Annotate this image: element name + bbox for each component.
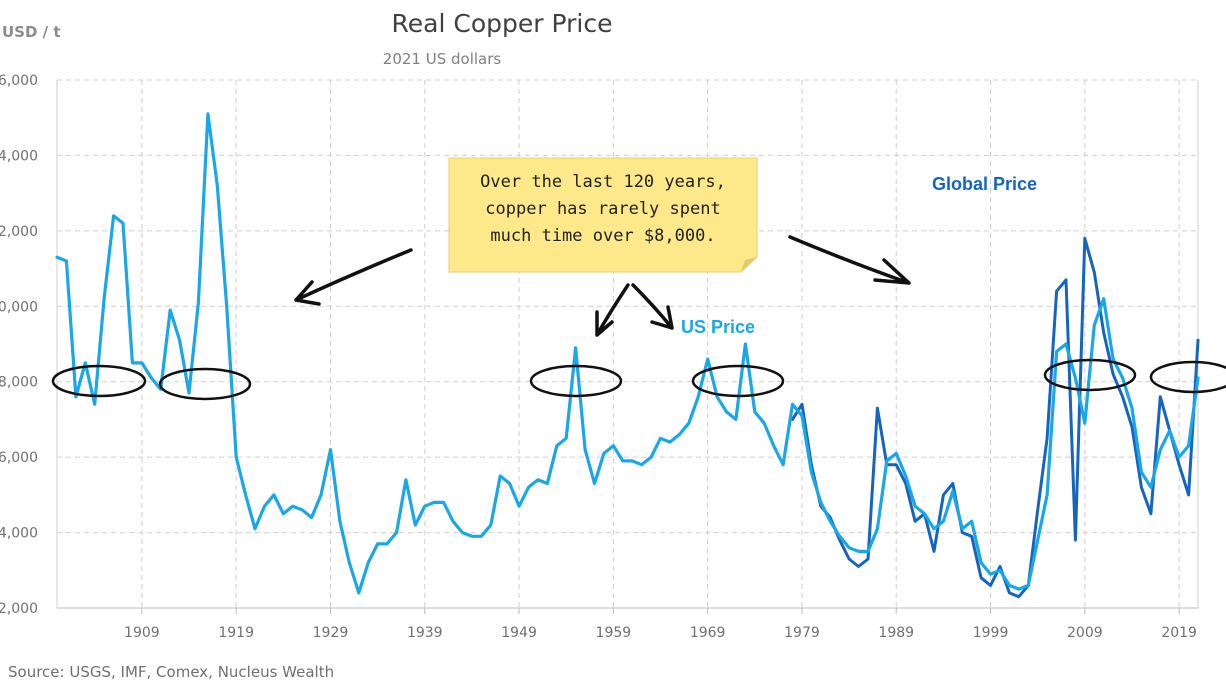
y-axis-unit: USD / t	[2, 23, 61, 41]
y-tick-label: 14,000	[0, 148, 38, 164]
y-tick-label: 4,000	[0, 526, 38, 542]
x-tick-label: 1939	[407, 625, 443, 641]
y-tick-label: 2,000	[0, 601, 38, 617]
series-label-us: US Price	[681, 317, 755, 337]
arrow-left	[294, 248, 413, 306]
note-line: much time over $8,000.	[490, 226, 715, 246]
chart-subtitle: 2021 US dollars	[383, 50, 502, 68]
sticky-note: Over the last 120 years, copper has rare…	[448, 157, 758, 273]
arrow-down-right	[631, 283, 674, 330]
global-price-line	[791, 236, 1200, 599]
note-line: Over the last 120 years,	[480, 172, 726, 192]
y-tick-label: 16,000	[0, 73, 38, 89]
x-tick-label: 1959	[596, 625, 632, 641]
highlight-circle	[158, 367, 252, 401]
highlight-circle	[529, 364, 623, 398]
x-tick-label: 1999	[973, 625, 1009, 641]
y-tick-label: 12,000	[0, 224, 38, 240]
y-tick-label: 10,000	[0, 299, 38, 315]
grid	[56, 79, 1199, 614]
y-axis-ticks: 2,000 4,000 6,000 8,000 10,000 12,000 14,000 16…	[0, 73, 38, 617]
x-tick-label: 1909	[124, 625, 160, 641]
series-label-global: Global Price	[932, 174, 1037, 194]
arrow-right	[788, 235, 911, 285]
highlight-circle	[1149, 360, 1226, 394]
note-line: copper has rarely spent	[485, 199, 720, 219]
x-tick-label: 1949	[501, 625, 537, 641]
x-tick-label: 2009	[1067, 625, 1103, 641]
x-tick-label: 1929	[313, 625, 349, 641]
x-axis-ticks: 1909 1919 1929 1939 1949 1959 1969 1979 1989 1999…	[124, 625, 1197, 641]
source-note: Source: USGS, IMF, Comex, Nucleus Wealth	[8, 663, 334, 681]
y-tick-label: 8,000	[0, 375, 38, 391]
highlight-circle	[1043, 358, 1137, 392]
chart-title: Real Copper Price	[392, 9, 613, 38]
x-tick-label: 1969	[690, 625, 726, 641]
series-lines	[55, 112, 1200, 599]
x-tick-label: 2019	[1161, 625, 1197, 641]
x-tick-label: 1919	[218, 625, 254, 641]
y-tick-label: 6,000	[0, 450, 38, 466]
us-price-line	[55, 112, 1200, 595]
annotation-arrows	[294, 235, 911, 337]
highlight-circles	[51, 358, 1226, 401]
highlight-circle	[51, 364, 147, 398]
x-tick-label: 1979	[784, 625, 820, 641]
arrow-down-left	[595, 283, 630, 337]
x-tick-label: 1989	[878, 625, 914, 641]
highlight-circle	[691, 364, 785, 398]
